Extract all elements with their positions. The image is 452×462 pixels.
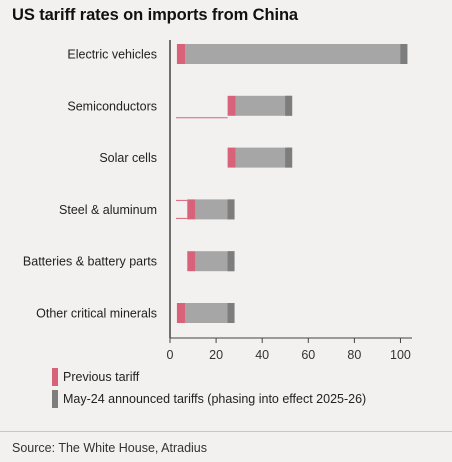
category-label-other-critical-minerals: Other critical minerals xyxy=(36,307,157,321)
bar-announced-cap-electric-vehicles xyxy=(400,44,408,64)
bar-announced-solar-cells xyxy=(235,147,293,168)
bar-previous-semiconductors xyxy=(227,95,236,116)
bar-announced-cap-batteries-and-battery-parts xyxy=(227,251,235,272)
category-label-electric-vehicles: Electric vehicles xyxy=(67,48,157,62)
bar-announced-other-critical-minerals xyxy=(184,303,235,323)
category-label-batteries-and-battery-parts: Batteries & battery parts xyxy=(23,255,157,269)
x-tick-label-40: 40 xyxy=(255,348,269,362)
source-note: Source: The White House, Atradius xyxy=(12,441,208,455)
legend-label-previous: Previous tariff xyxy=(63,370,140,384)
bar-announced-cap-solar-cells xyxy=(285,147,293,168)
bar-announced-batteries-and-battery-parts xyxy=(195,251,235,272)
x-tick-label-0: 0 xyxy=(167,348,174,362)
tariff-bar-chart: Electric vehicles Semiconductors Solar cel… xyxy=(23,40,412,362)
bar-announced-cap-other-critical-minerals xyxy=(227,303,235,323)
x-tick-label-60: 60 xyxy=(301,348,315,362)
x-tick-label-20: 20 xyxy=(209,348,223,362)
category-label-semiconductors: Semiconductors xyxy=(67,99,157,113)
legend-swatch-announced xyxy=(52,390,58,408)
bar-announced-electric-vehicles xyxy=(184,44,408,64)
category-label-steel-and-aluminum: Steel & aluminum xyxy=(59,203,157,217)
bar-previous-other-critical-minerals xyxy=(176,303,185,323)
bar-previous-batteries-and-battery-parts xyxy=(187,251,196,272)
bar-announced-semiconductors xyxy=(235,95,293,116)
bar-previous-steel-and-aluminum xyxy=(187,199,196,220)
bar-announced-cap-semiconductors xyxy=(285,95,293,116)
legend-swatch-previous xyxy=(52,368,58,386)
bar-previous-solar-cells xyxy=(227,147,236,168)
bar-previous-electric-vehicles xyxy=(176,44,185,64)
x-tick-label-100: 100 xyxy=(390,348,411,362)
bar-announced-cap-steel-and-aluminum xyxy=(227,199,235,220)
x-tick-label-80: 80 xyxy=(347,348,361,362)
bar-announced-steel-and-aluminum xyxy=(195,199,235,220)
category-label-solar-cells: Solar cells xyxy=(99,151,157,165)
legend-label-announced: May-24 announced tariffs (phasing into e… xyxy=(63,392,367,406)
chart-title: US tariff rates on imports from China xyxy=(12,6,299,24)
footer-divider xyxy=(0,431,452,432)
